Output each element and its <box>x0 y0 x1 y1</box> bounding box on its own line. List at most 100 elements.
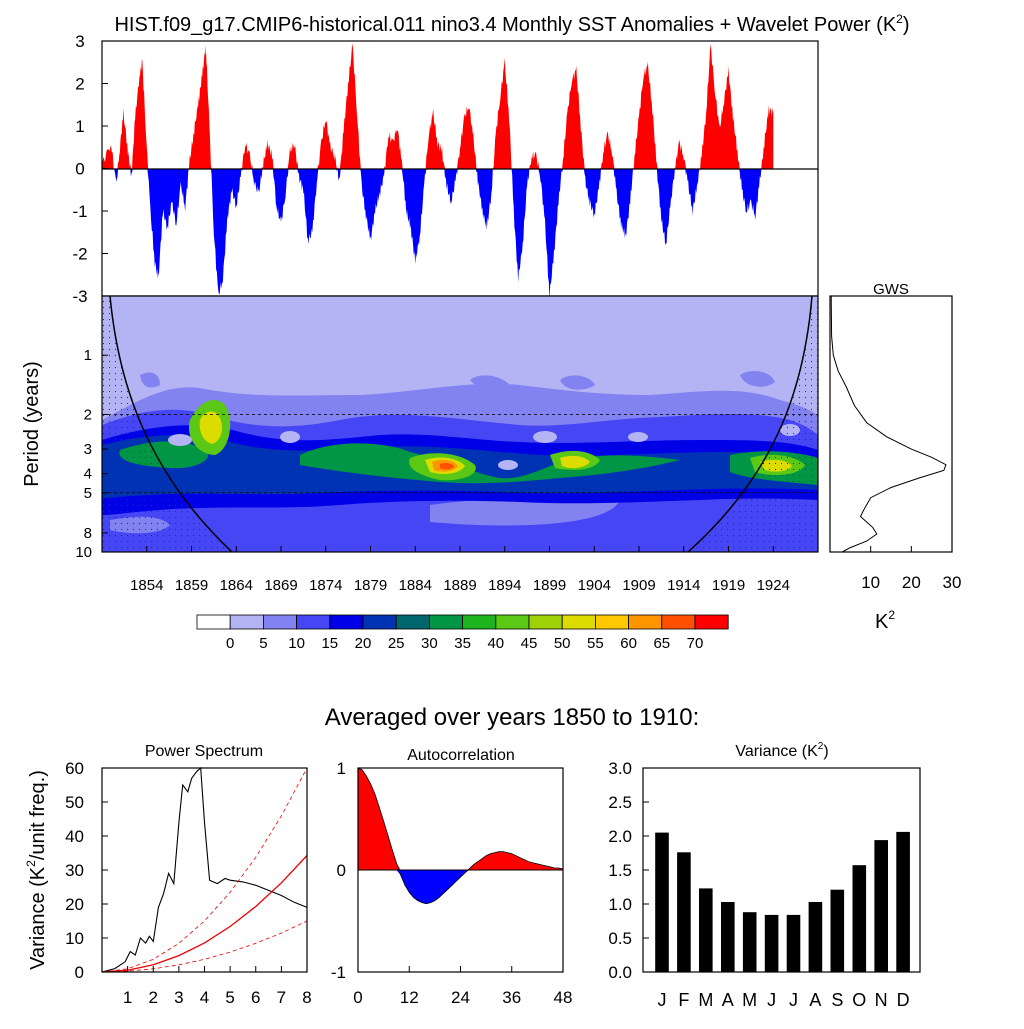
variance-title-close: ) <box>823 743 828 760</box>
wavelet-y-tick-label: 8 <box>84 525 92 542</box>
colorbar-label: 60 <box>620 635 637 652</box>
autocorr-line <box>357 767 564 905</box>
gws-panel: GWS 10 20 30 K2 <box>829 281 961 633</box>
wavelet-y-tick-label: 5 <box>84 485 92 502</box>
power-y-tick-label: 40 <box>65 827 84 846</box>
variance-title-text: Variance (K <box>735 743 818 760</box>
gws-frame <box>829 295 953 553</box>
colorbar-swatch <box>362 614 397 630</box>
main-title-sup: 2 <box>896 12 903 26</box>
variance-bar <box>742 912 757 972</box>
power-ylabel: Variance (K2/unit freq.) <box>24 770 49 970</box>
gws-xlabel: K2 <box>875 608 895 633</box>
wavelet-contour-30 <box>119 441 818 485</box>
power-y-tick-label: 10 <box>65 929 84 948</box>
power-red-noise-line <box>101 855 308 973</box>
power-y-tick-label: 30 <box>65 861 84 880</box>
variance-plot: J F M A M J J A S O N D0.00.51.01.52.02.53.0 <box>608 759 910 1010</box>
colorbar-label: 0 <box>226 635 234 652</box>
power-x-tick-label: 8 <box>302 988 311 1007</box>
wavelet-x-tick-label: 1874 <box>309 577 342 594</box>
wavelet-contours <box>102 296 818 552</box>
power-ylabel-text: Variance (K <box>27 866 49 970</box>
wavelet-panel: 1 2 3 4 5 8 10 1854 1859 1864 1869 1874 1879 1884 188… <box>21 295 819 594</box>
variance-bar <box>808 902 823 972</box>
wavelet-x-tick-label: 1889 <box>443 577 476 594</box>
variance-bar <box>655 832 669 972</box>
wavelet-y-tick-label: 1 <box>84 347 92 364</box>
colorbar-swatch <box>628 614 663 630</box>
wavelet-x-tick-label: 1894 <box>488 577 521 594</box>
anomaly-y-tick-label: 0 <box>75 160 84 179</box>
power-y-tick-label: 50 <box>65 793 84 812</box>
anomaly-series <box>102 43 774 296</box>
wavelet-y-tick-label: 2 <box>84 406 92 423</box>
power-x-tick-label: 1 <box>123 988 132 1007</box>
autocorr-x-tick-label: 36 <box>502 988 521 1007</box>
variance-bar <box>721 902 735 972</box>
colorbar-swatch <box>661 614 696 630</box>
colorbar-label: 55 <box>587 635 604 652</box>
power-y-tick-label: 60 <box>65 759 84 778</box>
wavelet-x-tick-label: 1859 <box>175 577 208 594</box>
gws-line <box>830 295 947 553</box>
variance-bar <box>764 914 779 972</box>
gws-x-tick-label: 10 <box>861 573 880 592</box>
gws-x-axis: 10 20 30 <box>861 546 961 592</box>
variance-y-tick-label: 1.5 <box>608 861 632 880</box>
power-spectrum-line <box>101 766 308 973</box>
colorbar-swatch <box>262 614 297 630</box>
wavelet-x-tick-label: 1904 <box>578 577 611 594</box>
gws-xlabel-sup: 2 <box>888 608 895 622</box>
variance-title: Variance (K2) <box>735 741 828 760</box>
wavelet-ylabel: Period (years) <box>21 361 43 487</box>
variance-title-sup: 2 <box>818 741 824 752</box>
variance-x-tick-label: J <box>767 990 776 1010</box>
autocorr-y-tick-label: -1 <box>331 963 346 982</box>
autocorr-plot: 0 12 24 36 48 1 0 -1 <box>331 759 573 1007</box>
anomaly-y-tick-label: -1 <box>72 202 87 221</box>
wavelet-dashed-lines <box>102 414 818 494</box>
colorbar: 0 5 10 15 20 25 30 35 40 45 50 55 60 65 70 <box>196 614 729 652</box>
wavelet-island-f <box>533 431 557 443</box>
variance-x-tick-label: N <box>875 990 888 1010</box>
wavelet-x-tick-label: 1909 <box>622 577 655 594</box>
variance-y-tick-label: 3.0 <box>608 759 632 778</box>
variance-x-tick-label: J <box>789 990 798 1010</box>
wavelet-x-tick-label: 1919 <box>712 577 745 594</box>
main-title-text: HIST.f09_g17.CMIP6-historical.011 nino3.… <box>114 14 896 36</box>
wavelet-x-tick-label: 1899 <box>533 577 566 594</box>
variance-x-tick-label: D <box>897 990 910 1010</box>
colorbar-label: 15 <box>321 635 338 652</box>
colorbar-swatch <box>595 614 630 630</box>
colorbar-swatch <box>561 614 596 630</box>
colorbar-label: 45 <box>521 635 538 652</box>
power-y-tick-label: 0 <box>75 963 84 982</box>
wavelet-y-axis: 1 2 3 4 5 8 10 <box>75 347 108 561</box>
colorbar-label: 40 <box>487 635 504 652</box>
power-frame <box>101 767 308 973</box>
main-title-close: ) <box>903 14 910 36</box>
variance-x-tick-label: A <box>809 990 821 1010</box>
power-x-tick-label: 7 <box>277 988 286 1007</box>
variance-x-tick-label: F <box>678 990 689 1010</box>
colorbar-swatch <box>462 614 497 630</box>
colorbar-swatch <box>428 614 463 630</box>
wavelet-x-tick-label: 1869 <box>264 577 297 594</box>
variance-frame <box>642 767 921 973</box>
anomaly-y-tick-label: -2 <box>72 245 87 264</box>
power-x-tick-label: 6 <box>251 988 260 1007</box>
wavelet-island-a <box>168 434 192 446</box>
wavelet-contour-70 <box>440 463 454 470</box>
autocorr-title: Autocorrelation <box>407 747 515 764</box>
variance-x-tick-label: A <box>722 990 734 1010</box>
colorbar-swatch <box>296 614 331 630</box>
colorbar-swatch <box>528 614 563 630</box>
colorbar-label: 5 <box>259 635 267 652</box>
power-x-tick-label: 4 <box>200 988 209 1007</box>
gws-x-tick-label: 30 <box>943 573 962 592</box>
wavelet-island-d <box>628 432 648 442</box>
wavelet-y-tick-label: 4 <box>84 466 92 483</box>
